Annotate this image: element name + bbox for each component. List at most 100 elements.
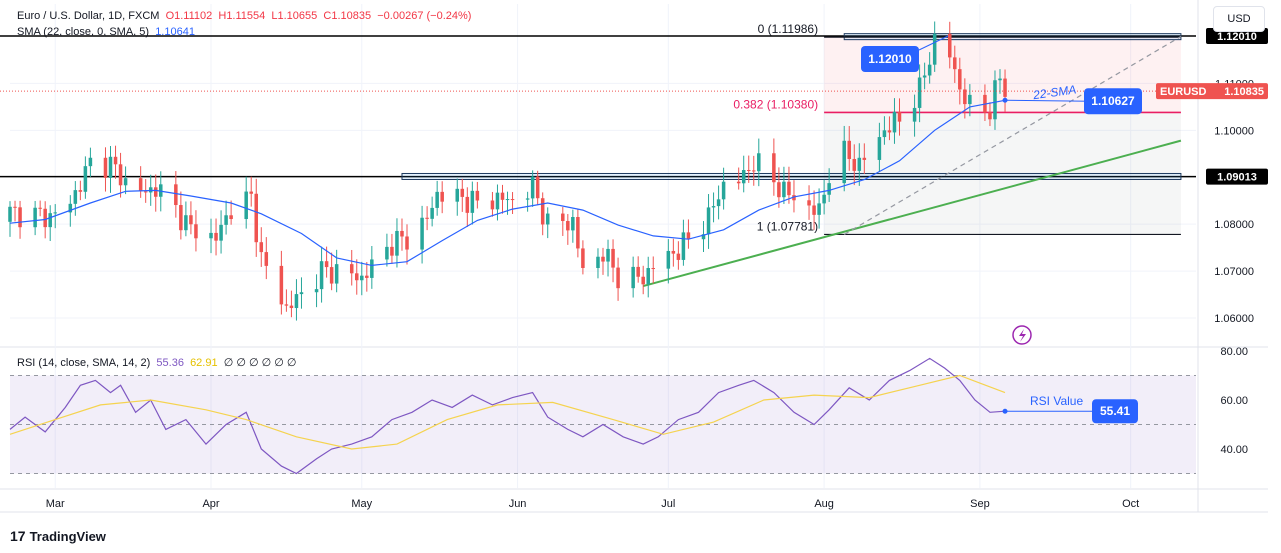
tradingview-logo[interactable]: 17 TradingView [10, 528, 106, 544]
candle-body [641, 276, 645, 285]
candle-body [877, 137, 882, 160]
candle-body [319, 261, 324, 290]
level-price-label: 1.12010 [1217, 31, 1257, 43]
high-callout-box [861, 46, 919, 72]
trendline-dashed [843, 35, 1182, 235]
candle-body [118, 164, 123, 186]
candle-body [209, 232, 213, 239]
last-price-tag [1156, 83, 1268, 100]
candle-body [736, 181, 741, 184]
candle-body [792, 195, 796, 201]
candle-body [988, 112, 992, 120]
candle-body [299, 292, 304, 295]
candle-body [752, 170, 756, 172]
candle-body [78, 190, 83, 192]
candle-body [440, 191, 444, 202]
candle-body [968, 94, 972, 105]
candle-body [329, 267, 334, 284]
candle-body [721, 181, 726, 200]
candle-body [465, 196, 470, 213]
candle-body [189, 215, 193, 225]
high-value: H1.11554 [218, 10, 266, 22]
candle-body [73, 190, 78, 204]
candle-body [284, 304, 289, 306]
candle-body [490, 200, 495, 210]
candle-body [510, 199, 515, 201]
candle-body [581, 248, 585, 269]
candle-body [561, 213, 565, 222]
candle-body [279, 265, 284, 305]
candle-body [912, 107, 917, 122]
level-price-label: 1.09013 [1217, 172, 1257, 184]
candle-body [651, 268, 656, 270]
candle-body [179, 205, 183, 231]
candle-body [113, 156, 118, 165]
candle-body [822, 194, 826, 204]
candle-body [455, 188, 460, 202]
candle-body [153, 187, 158, 197]
high-callout-line [918, 35, 949, 51]
candle-body [224, 215, 228, 225]
candle-body [370, 259, 374, 278]
rsi-legend[interactable]: RSI (14, close, SMA, 14, 2) 55.36 62.91 … [17, 356, 297, 369]
candle-body [932, 33, 937, 65]
candle-body [314, 289, 319, 293]
chart-legend-main: Euro / U.S. Dollar, 1D, FXCM O1.11102 H1… [17, 10, 471, 22]
candle-body [354, 273, 359, 281]
rsi-extra-values: ∅ ∅ ∅ ∅ ∅ ∅ [223, 357, 297, 369]
level-price-tag [1206, 28, 1268, 44]
rsi-line [9, 357, 1006, 475]
candle-body [545, 213, 550, 225]
candle-body [289, 305, 294, 309]
price-tick-label: 1.07000 [1214, 266, 1254, 278]
price-tick-label: 1.06000 [1214, 313, 1254, 325]
candle-body [927, 64, 932, 76]
candle-body [611, 248, 615, 268]
candle-body [958, 69, 962, 90]
candle-body [53, 212, 57, 214]
candle-body [741, 170, 746, 184]
candle-body [174, 184, 178, 206]
candle-body [852, 158, 857, 171]
candle-body [88, 157, 93, 167]
candle-body [8, 206, 12, 222]
candle-body [525, 198, 530, 200]
candle-body [430, 207, 434, 219]
level-price-tag [1206, 168, 1268, 185]
open-value: O1.11102 [165, 10, 213, 22]
sma-legend[interactable]: SMA (22, close, 0, SMA, 5) 1.10641 [17, 26, 195, 38]
candle-body [772, 153, 776, 183]
sma-callout-label: 1.10627 [1091, 94, 1135, 108]
lightning-icon [1012, 325, 1032, 345]
change-value: −0.00267 (−0.24%) [377, 10, 472, 22]
candle-body [83, 166, 88, 192]
rsi-callout-label: 55.41 [1100, 404, 1130, 418]
candle-body [460, 188, 465, 197]
tradingview-logo-text: TradingView [29, 529, 106, 544]
candle-body [264, 252, 269, 266]
low-value: L1.10655 [271, 10, 318, 22]
rsi-value-label: RSI Value [1030, 394, 1083, 408]
candle-body [917, 77, 922, 108]
candle-body [254, 193, 259, 243]
candle-body [535, 176, 540, 199]
candle-body [686, 232, 691, 240]
rsi-ma-value: 62.91 [190, 357, 218, 369]
candle-body [827, 183, 831, 195]
candle-body [33, 207, 37, 228]
candle-body [701, 234, 706, 240]
time-tick-label: Oct [1122, 498, 1139, 510]
candle-body [812, 205, 816, 215]
currency-button[interactable]: USD [1213, 6, 1265, 32]
candle-body [646, 268, 650, 285]
candle-body [631, 266, 635, 289]
sma-label: SMA (22, close, 0, SMA, 5) [17, 26, 150, 38]
candle-body [38, 207, 42, 209]
candle-body [897, 111, 902, 122]
trendline-support [642, 139, 1182, 288]
candle-body [566, 221, 570, 231]
candle-body [244, 191, 248, 220]
candle-body [922, 75, 927, 78]
candle-body [249, 191, 253, 194]
